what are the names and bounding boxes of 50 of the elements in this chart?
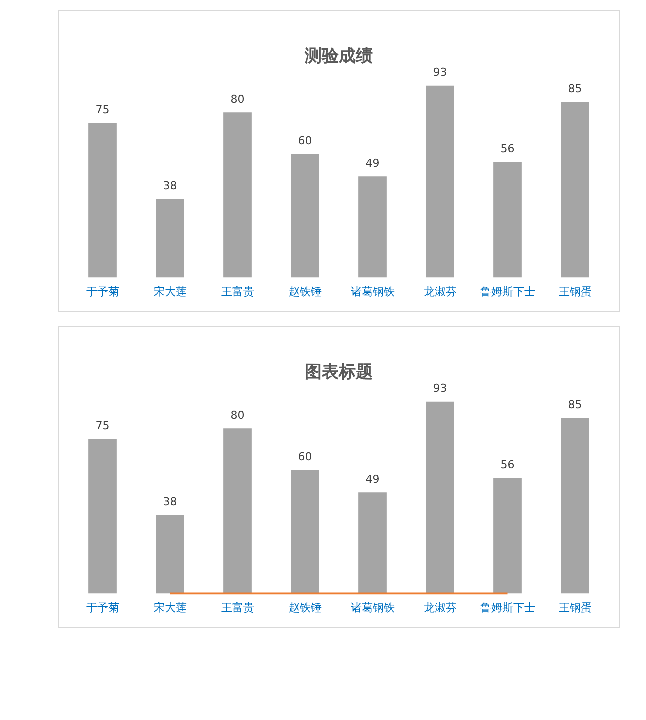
data-label: 75 (96, 419, 110, 432)
x-tick-label: 于予菊 (86, 601, 120, 614)
bar (88, 439, 117, 594)
bar (156, 515, 184, 594)
x-tick-label: 龙淑芬 (424, 601, 457, 614)
data-label: 49 (366, 473, 380, 486)
x-tick-label: 王钢蛋 (558, 285, 592, 298)
bar (561, 418, 590, 594)
x-tick-label: 赵铁锤 (288, 285, 322, 298)
data-label: 56 (500, 458, 515, 472)
x-tick-label: 王钢蛋 (558, 601, 592, 614)
x-tick-label: 于予菊 (86, 285, 120, 298)
bar (88, 123, 117, 278)
bar (494, 478, 522, 594)
x-tick-label: 王富贵 (221, 601, 254, 614)
bar (224, 112, 252, 278)
x-tick-label: 鲁姆斯下士 (480, 285, 536, 298)
x-tick-label: 赵铁锤 (288, 601, 322, 614)
bar (561, 102, 590, 278)
data-label: 80 (230, 93, 245, 106)
data-label: 75 (96, 103, 110, 116)
chart-title: 测验成绩 (304, 46, 373, 67)
data-label: 93 (433, 382, 448, 396)
bar (426, 402, 454, 594)
data-label: 38 (163, 180, 178, 193)
bar (156, 199, 184, 278)
x-tick-label: 王富贵 (221, 285, 254, 298)
bar (358, 176, 387, 278)
bar (224, 428, 252, 594)
chart-title: 图表标题 (305, 362, 373, 383)
data-label: 38 (163, 496, 178, 509)
data-label: 49 (366, 157, 380, 170)
bar (358, 492, 387, 594)
data-label: 56 (500, 142, 515, 156)
x-tick-label: 鲁姆斯下士 (480, 601, 536, 614)
x-tick-label: 诸葛钢铁 (350, 601, 395, 614)
data-label: 80 (230, 409, 245, 422)
x-tick-label: 龙淑芬 (424, 285, 457, 298)
data-label: 60 (298, 134, 312, 148)
x-tick-label: 宋大莲 (154, 285, 187, 298)
data-label: 85 (568, 82, 582, 96)
x-tick-label: 诸葛钢铁 (350, 285, 395, 298)
data-label: 60 (298, 450, 312, 464)
bar (291, 154, 320, 278)
x-tick-label: 宋大莲 (154, 601, 187, 614)
data-label: 85 (568, 398, 582, 412)
bar (291, 470, 320, 594)
bar (494, 162, 522, 278)
data-label: 93 (433, 66, 448, 80)
bar (426, 86, 454, 278)
